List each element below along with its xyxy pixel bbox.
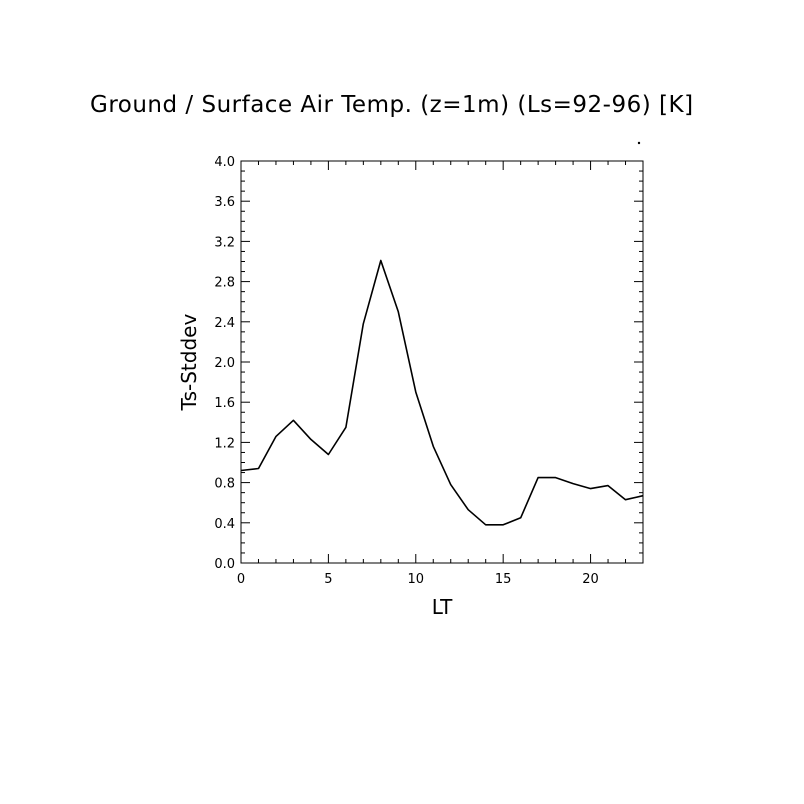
y-tick-label: 1.6 xyxy=(214,396,235,411)
y-tick-label: 2.4 xyxy=(214,316,235,331)
y-tick-label: 4.0 xyxy=(214,155,235,170)
y-tick-label: 0.8 xyxy=(214,477,235,492)
y-tick-label: 0.0 xyxy=(214,557,235,572)
chart-title: Ground / Surface Air Temp. (z=1m) (Ls=92… xyxy=(90,92,694,118)
x-tick-label: 0 xyxy=(237,572,245,587)
x-tick-label: 10 xyxy=(408,572,425,587)
series-line xyxy=(240,259,644,526)
y-tick-label: 3.2 xyxy=(214,235,235,250)
x-tick-label: 5 xyxy=(324,572,332,587)
stray-dot-marker xyxy=(637,141,641,145)
x-axis-label: LT xyxy=(432,595,453,619)
y-tick-label: 1.2 xyxy=(214,436,235,451)
x-tick-label: 20 xyxy=(582,572,599,587)
plot-area: 0.0 0.4 0.8 1.2 1.6 2.0 2.4 2.8 3.2 3.6 4.0 0 5 10 15 2… xyxy=(214,155,644,587)
y-axis-label: Ts-Stddev xyxy=(177,314,201,412)
x-tick-label: 15 xyxy=(495,572,512,587)
plot-frame xyxy=(240,160,644,564)
y-tick-label: 3.6 xyxy=(214,195,235,210)
y-tick-label: 2.0 xyxy=(214,356,235,371)
y-tick-label: 2.8 xyxy=(214,276,235,291)
y-tick-label: 0.4 xyxy=(214,517,235,532)
